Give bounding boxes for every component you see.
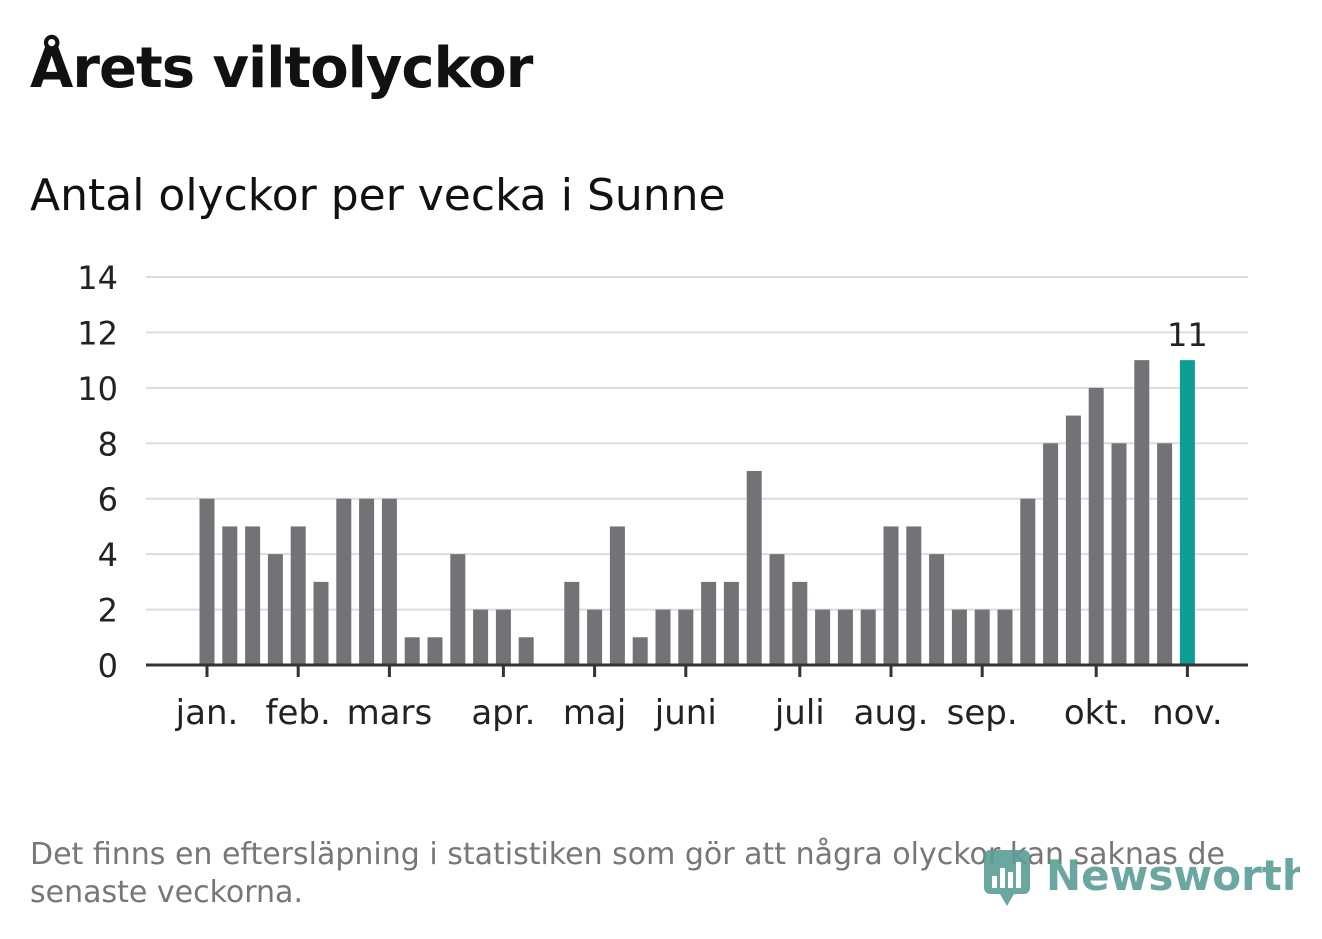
bar (381, 498, 397, 665)
bar (609, 526, 625, 665)
bar (1179, 360, 1195, 665)
chart-title: Årets viltolyckor (30, 36, 533, 101)
bar (359, 498, 375, 665)
bar (427, 637, 443, 665)
x-tick-label: okt. (1064, 693, 1129, 733)
newsworthy-logo: Newsworthy (980, 840, 1322, 912)
bars (199, 360, 1195, 665)
bar (290, 526, 306, 665)
bar (883, 526, 899, 665)
x-tick-label: feb. (266, 693, 331, 733)
bar (701, 581, 717, 665)
bar (632, 637, 648, 665)
x-tick-label: juli (774, 693, 825, 733)
x-tick-label: apr. (471, 693, 535, 733)
bar (564, 581, 580, 665)
bar (1157, 443, 1173, 665)
bar (723, 581, 739, 665)
bar (336, 498, 352, 665)
bar (222, 526, 238, 665)
bar (929, 554, 945, 665)
y-tick-label: 8 (98, 425, 118, 463)
bar (1020, 498, 1036, 665)
bar (746, 471, 762, 665)
x-tick-label: juni (654, 693, 717, 733)
bar-chart: 0 2 4 6 8 10 12 14 jan. feb. mars apr. maj juni juli a… (77, 259, 1248, 733)
bar (450, 554, 466, 665)
bar (267, 554, 283, 665)
y-tick-label: 2 (98, 592, 118, 630)
chart-subtitle: Antal olyckor per vecka i Sunne (30, 170, 726, 221)
bar (495, 609, 511, 665)
bar (1065, 415, 1081, 665)
bar (313, 581, 329, 665)
bar (906, 526, 922, 665)
bar (815, 609, 831, 665)
x-tick-label: aug. (854, 693, 929, 733)
y-tick-label: 14 (77, 259, 118, 297)
y-tick-label: 6 (98, 481, 118, 519)
logo-icon (984, 850, 1030, 906)
bar (792, 581, 808, 665)
bar (655, 609, 671, 665)
bar (860, 609, 876, 665)
y-tick-label: 10 (77, 370, 118, 408)
bar (587, 609, 603, 665)
bar (1088, 387, 1104, 665)
bar (473, 609, 489, 665)
x-tick-label: nov. (1152, 693, 1223, 733)
bar (837, 609, 853, 665)
bar (678, 609, 694, 665)
bar (1134, 360, 1150, 665)
grid-lines (146, 276, 1248, 611)
x-tick-label: jan. (175, 693, 239, 733)
x-tick-label: mars (347, 693, 433, 733)
bar (199, 498, 215, 665)
bar (951, 609, 967, 665)
bar (404, 637, 420, 665)
bar (518, 637, 534, 665)
bar (997, 609, 1013, 665)
bar (1111, 443, 1127, 665)
y-axis-ticks: 0 2 4 6 8 10 12 14 (77, 259, 118, 685)
y-tick-label: 4 (98, 536, 118, 574)
bar (245, 526, 261, 665)
bar (769, 554, 785, 665)
data-labels: 11 (1167, 316, 1208, 354)
x-axis-ticks: jan. feb. mars apr. maj juni juli aug. sep. okt. n… (175, 665, 1223, 733)
x-tick-label: maj (563, 693, 626, 733)
x-tick-label: sep. (947, 693, 1018, 733)
y-tick-label: 12 (77, 314, 118, 352)
data-label-last: 11 (1167, 316, 1208, 354)
y-tick-label: 0 (98, 647, 118, 685)
bar (1043, 443, 1059, 665)
bar (974, 609, 990, 665)
logo-text: Newsworthy (1046, 851, 1300, 900)
